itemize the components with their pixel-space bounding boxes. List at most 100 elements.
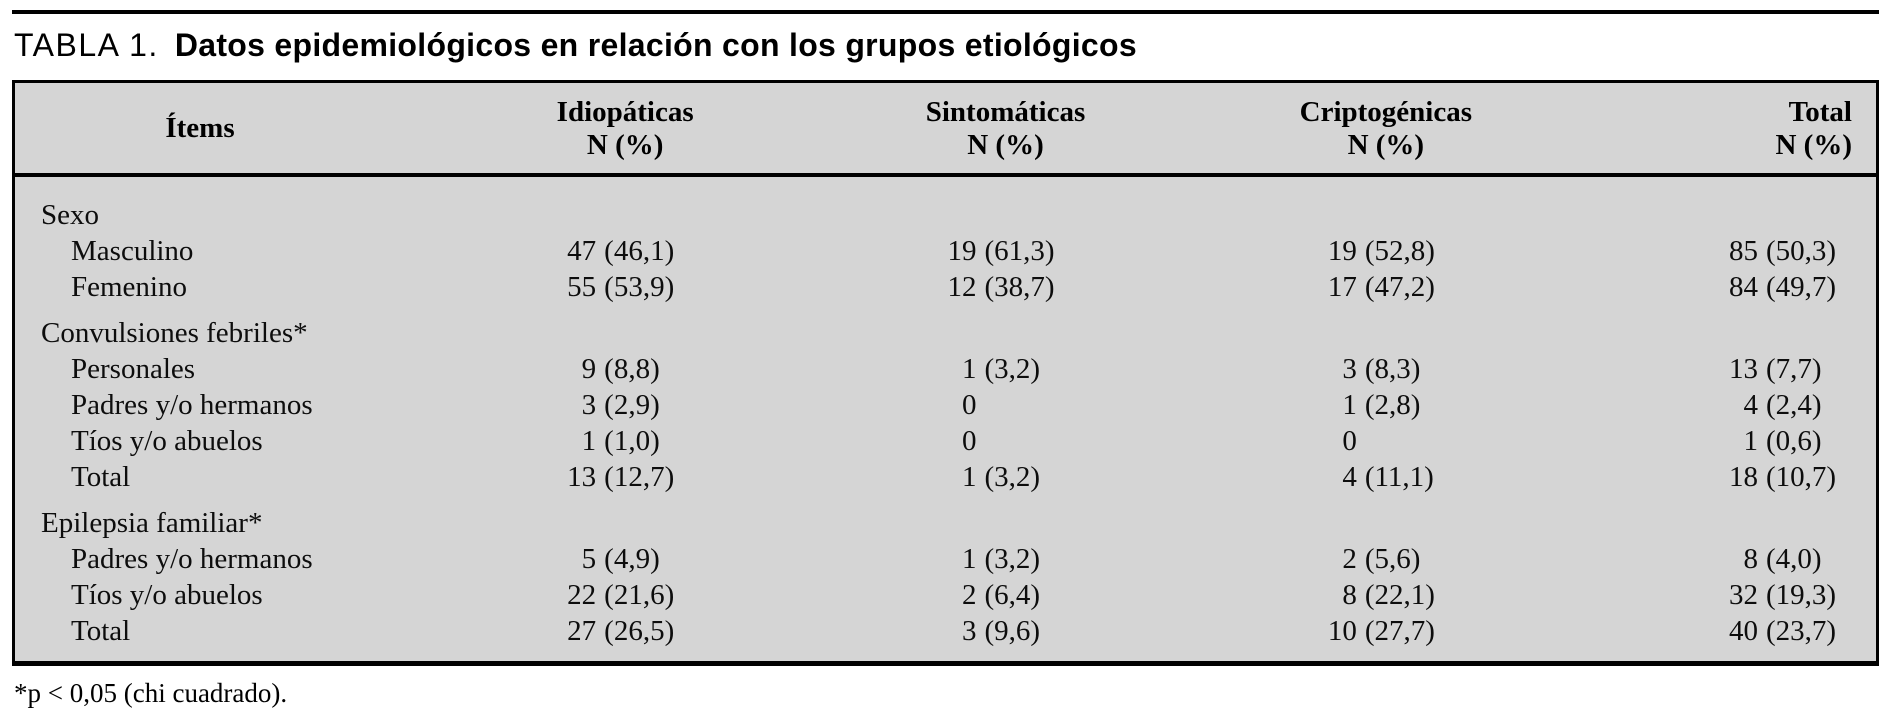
col-header-total: Total N (%) — [1576, 95, 1876, 161]
value-pct: (9,6) — [984, 614, 1041, 647]
cell-sintomaticas: 0 — [815, 389, 1195, 422]
col-header-label: Sintomáticas — [925, 96, 1086, 128]
footnote: *p < 0,05 (chi cuadrado). — [14, 678, 288, 708]
value-n: 4 — [1342, 460, 1357, 493]
value-pct — [984, 389, 1070, 422]
cell-total: 18 (10,7) — [1576, 461, 1876, 494]
value-n: 4 — [1743, 388, 1758, 421]
cell-total: 84 (49,7) — [1576, 271, 1876, 304]
table-row-total-ef: Total 27 (26,5) 3 (9,6) 10 (27,7) 40 (23,7) — [15, 613, 1876, 649]
value-n: 1 — [581, 424, 597, 457]
value-n: 2 — [1342, 542, 1357, 575]
value-pct: (23,7) — [1765, 614, 1837, 647]
table-title: TABLA 1. Datos epidemiológicos en relaci… — [14, 22, 1879, 68]
col-header-sintomaticas: Sintomáticas N (%) — [815, 95, 1195, 161]
cell-criptogenicas: 17 (47,2) — [1196, 271, 1576, 304]
table-row-padres-hermanos-cf: Padres y/o hermanos 3 (2,9) 0 1 (2,8) 4 (2,… — [15, 387, 1876, 423]
value-pct: (0,6) — [1765, 424, 1822, 457]
value-n: 5 — [581, 542, 597, 575]
value-pct: (2,8) — [1364, 388, 1421, 421]
cell-idiopaticas: 1 (1,0) — [435, 425, 815, 458]
table-header-row: Ítems Idiopáticas N (%) Sintomáticas N (… — [15, 83, 1876, 177]
table-row-personales: Personales 9 (8,8) 1 (3,2) 3 (8,3) 13 (7,7) — [15, 351, 1876, 387]
cell-idiopaticas: 55 (53,9) — [435, 271, 815, 304]
cell-total: 1 (0,6) — [1576, 425, 1876, 458]
cell-total: 32 (19,3) — [1576, 579, 1876, 612]
cell-criptogenicas: 19 (52,8) — [1196, 235, 1576, 268]
cell-idiopaticas: 22 (21,6) — [435, 579, 815, 612]
value-pct: (5,6) — [1364, 542, 1421, 575]
value-pct: (53,9) — [604, 270, 675, 303]
value-n: 10 — [1327, 614, 1357, 647]
cell-criptogenicas: 4 (11,1) — [1196, 461, 1576, 494]
value-pct — [984, 425, 1070, 458]
cell-idiopaticas: 27 (26,5) — [435, 615, 815, 648]
section-row-convulsiones-febriles: Convulsiones febriles* — [15, 315, 1876, 351]
section-label: Sexo — [41, 198, 99, 231]
cell-criptogenicas: 8 (22,1) — [1196, 579, 1576, 612]
value-n: 85 — [1728, 234, 1758, 267]
value-n: 9 — [581, 352, 597, 385]
value-pct: (38,7) — [984, 270, 1055, 303]
value-n: 13 — [1728, 352, 1758, 385]
col-header-label: Idiopáticas — [556, 96, 694, 128]
cell-total: 85 (50,3) — [1576, 235, 1876, 268]
row-label: Femenino — [71, 270, 187, 303]
value-n: 55 — [567, 270, 597, 303]
cell-criptogenicas: 1 (2,8) — [1196, 389, 1576, 422]
value-n: 1 — [1743, 424, 1758, 457]
cell-criptogenicas: 0 — [1196, 425, 1576, 458]
table-body: Sexo Masculino 47 (46,1) 19 (61,3) 19 (52,8… — [15, 177, 1876, 661]
value-n: 1 — [961, 352, 977, 385]
value-pct: (4,9) — [604, 542, 660, 575]
value-n: 1 — [961, 542, 977, 575]
value-pct: (3,2) — [984, 542, 1041, 575]
value-n: 13 — [567, 460, 597, 493]
row-label: Total — [71, 460, 131, 493]
value-pct: (2,9) — [604, 388, 660, 421]
value-n: 8 — [1342, 578, 1357, 611]
value-n: 3 — [1342, 352, 1357, 385]
row-label: Tíos y/o abuelos — [71, 578, 263, 611]
cell-idiopaticas: 3 (2,9) — [435, 389, 815, 422]
table-row-tios-abuelos-cf: Tíos y/o abuelos 1 (1,0) 0 0 1 (0,6) — [15, 423, 1876, 459]
table-title-text: Datos epidemiológicos en relación con lo… — [174, 26, 1137, 63]
value-n: 19 — [947, 234, 977, 267]
value-pct: (50,3) — [1765, 234, 1837, 267]
value-n: 19 — [1327, 234, 1357, 267]
col-header-sub: N (%) — [1347, 129, 1425, 161]
cell-sintomaticas: 1 (3,2) — [815, 353, 1195, 386]
value-n: 8 — [1743, 542, 1758, 575]
value-pct: (49,7) — [1765, 270, 1837, 303]
col-header-label: Criptogénicas — [1299, 96, 1472, 128]
col-header-items: Ítems — [15, 95, 435, 161]
cell-total: 8 (4,0) — [1576, 543, 1876, 576]
value-pct: (8,3) — [1364, 352, 1421, 385]
value-n: 40 — [1728, 614, 1758, 647]
value-pct: (27,7) — [1364, 614, 1435, 647]
table-row-total-cf: Total 13 (12,7) 1 (3,2) 4 (11,1) 18 (10,7) — [15, 459, 1876, 495]
value-pct — [1365, 425, 1451, 458]
cell-idiopaticas: 9 (8,8) — [435, 353, 815, 386]
cell-criptogenicas: 3 (8,3) — [1196, 353, 1576, 386]
cell-idiopaticas: 47 (46,1) — [435, 235, 815, 268]
col-header-idiopaticas: Idiopáticas N (%) — [435, 95, 815, 161]
section-row-epilepsia-familiar: Epilepsia familiar* — [15, 505, 1876, 541]
value-n: 0 — [1342, 424, 1357, 457]
col-header-label: Ítems — [165, 112, 235, 144]
value-pct: (10,7) — [1765, 460, 1837, 493]
section-row-sexo: Sexo — [15, 197, 1876, 233]
value-pct: (46,1) — [604, 234, 675, 267]
cell-sintomaticas: 3 (9,6) — [815, 615, 1195, 648]
cell-idiopaticas: 5 (4,9) — [435, 543, 815, 576]
value-n: 27 — [567, 614, 597, 647]
cell-sintomaticas: 0 — [815, 425, 1195, 458]
section-label: Epilepsia familiar* — [41, 506, 263, 539]
col-header-sub: N (%) — [1775, 129, 1852, 161]
value-pct: (3,2) — [984, 352, 1041, 385]
value-pct: (26,5) — [604, 614, 675, 647]
value-pct: (19,3) — [1765, 578, 1837, 611]
value-n: 22 — [567, 578, 597, 611]
table-number: TABLA 1. — [14, 26, 159, 63]
value-n: 3 — [581, 388, 597, 421]
